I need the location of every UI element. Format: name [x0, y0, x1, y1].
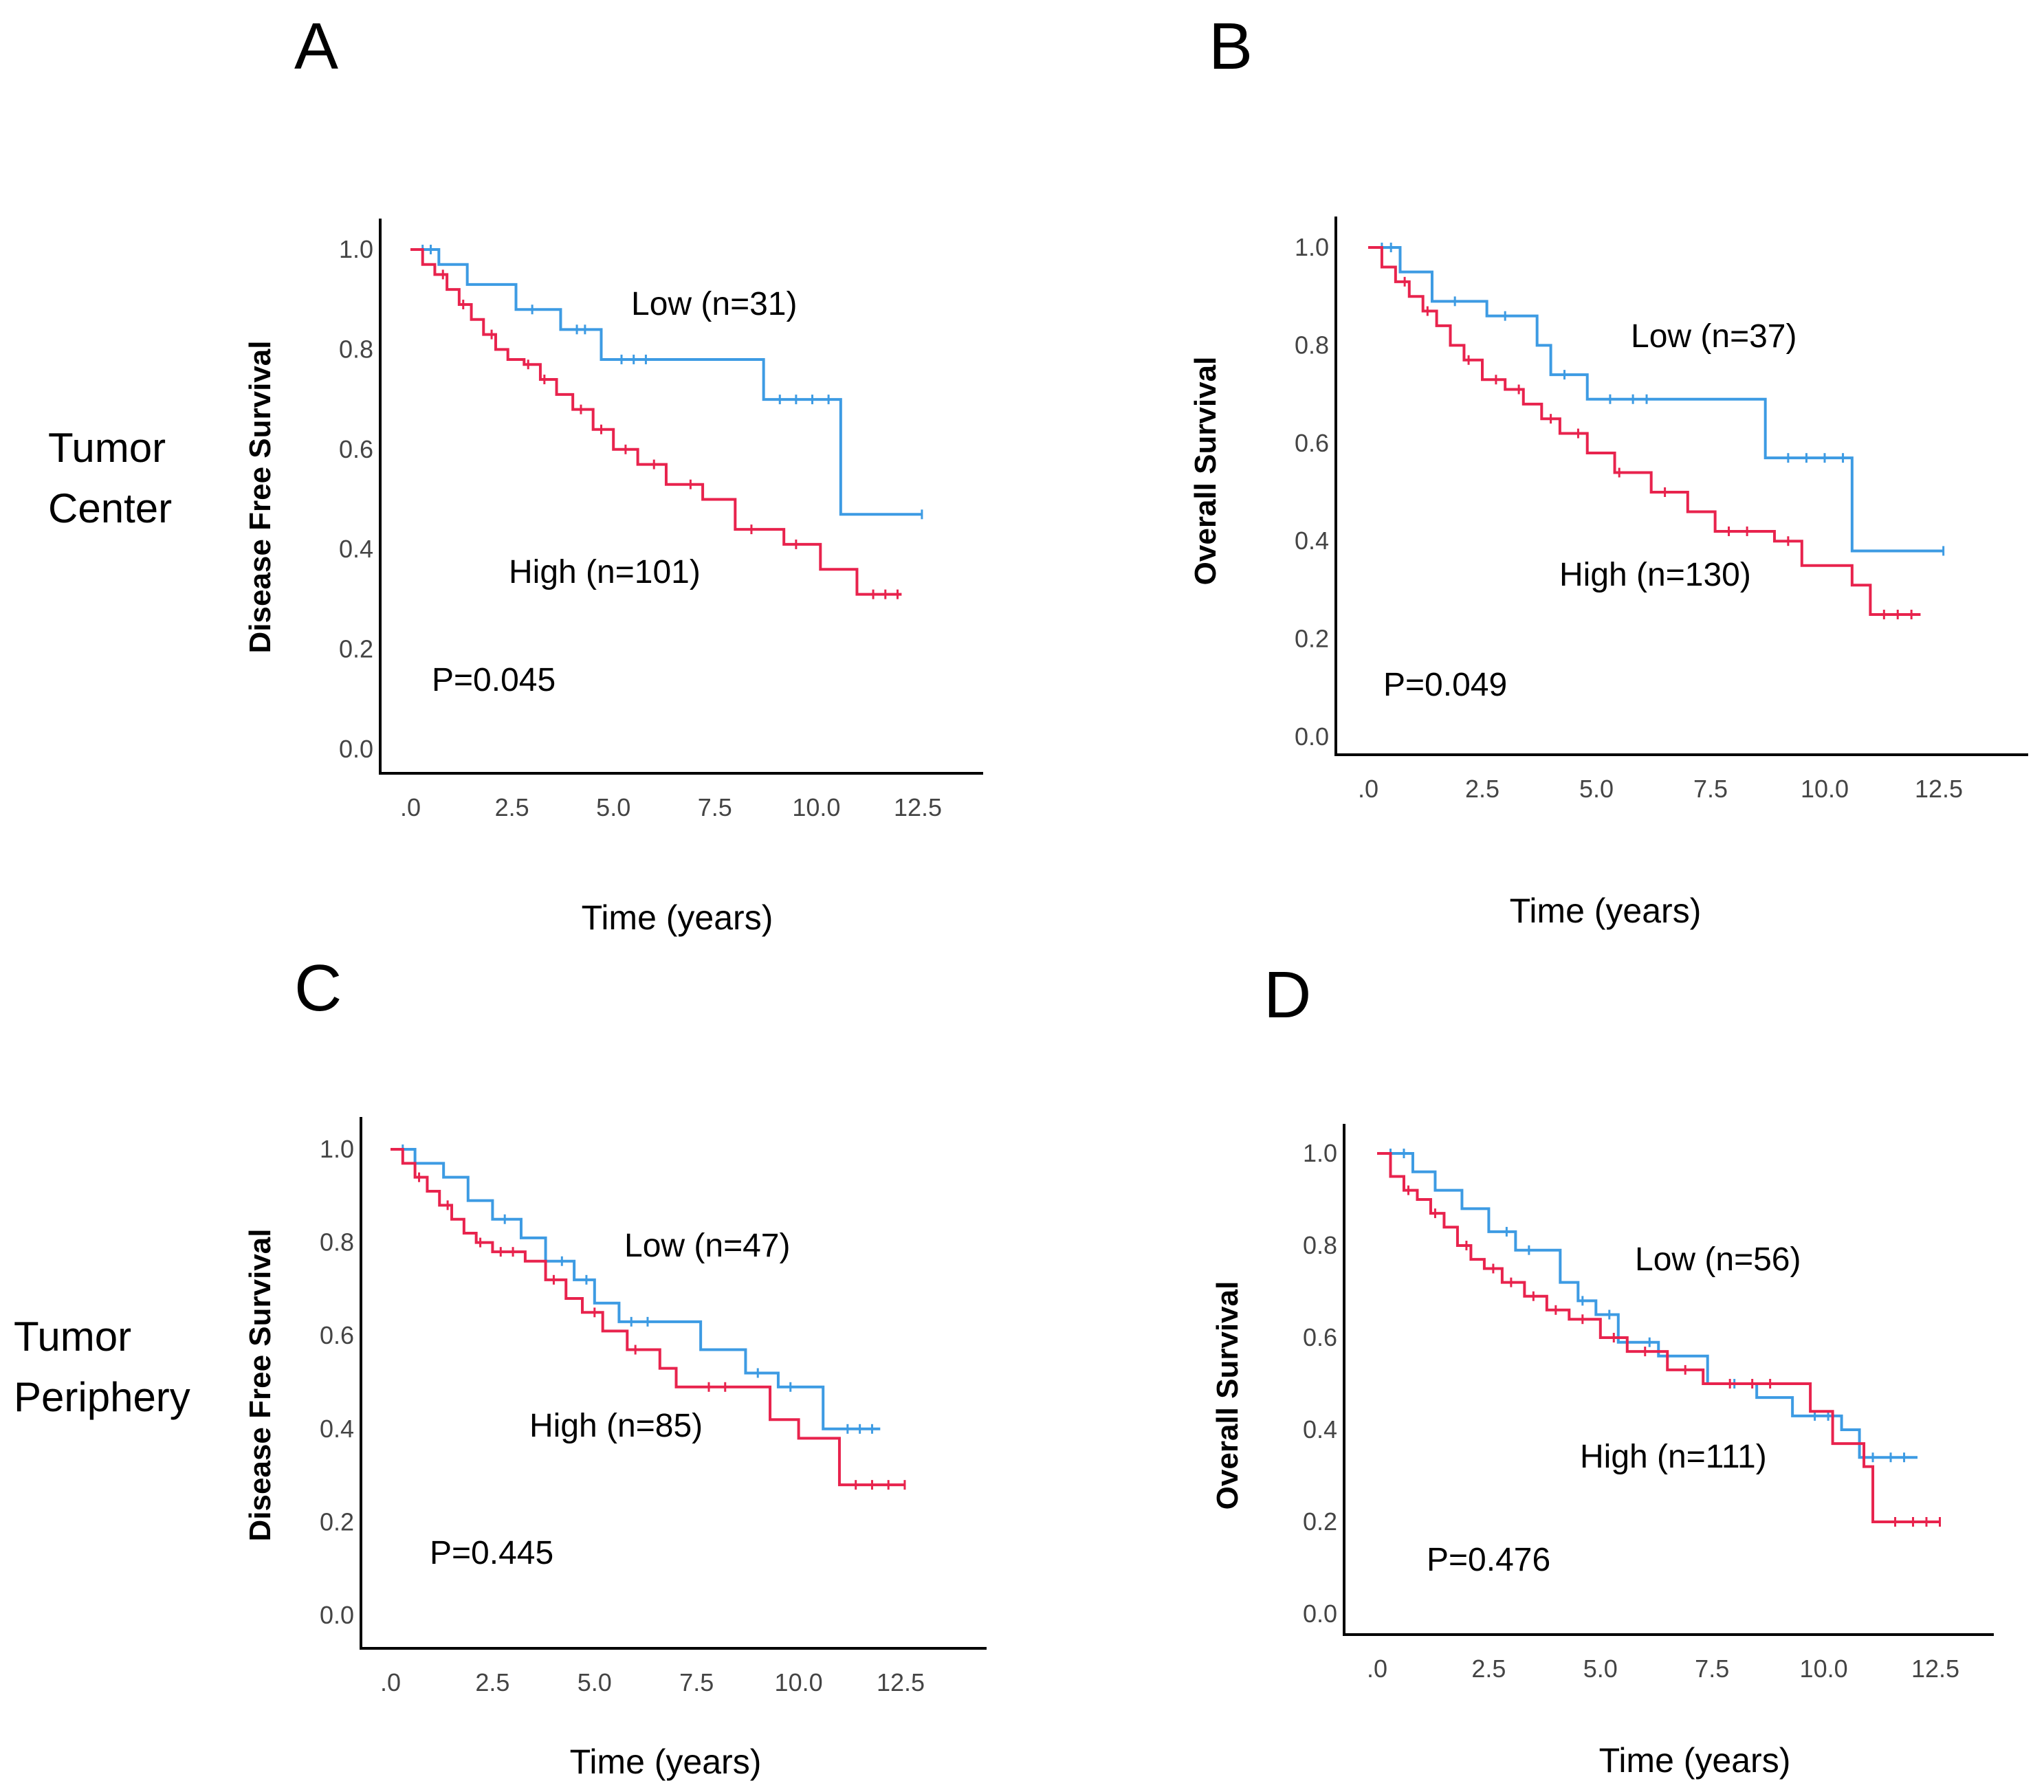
y-tick-label: 1.0 [1295, 233, 1329, 261]
x-tick-label: 12.5 [1911, 1655, 1959, 1683]
y-tick-label: 0.4 [1303, 1415, 1337, 1443]
km-curve-high [1377, 1152, 1940, 1523]
km-curve-high [1368, 246, 1921, 616]
x-tick-label: 2.5 [475, 1668, 509, 1696]
axis-frame [379, 219, 983, 775]
panel-letter: B [1209, 10, 1253, 83]
row-label-periphery: Tumor Periphery [14, 1314, 190, 1420]
panel-d: D Overall Survival Time (years) Low (n=5… [1211, 958, 1994, 1780]
y-axis-label: Disease Free Survival [243, 1229, 277, 1542]
x-tick-label: .0 [380, 1668, 401, 1696]
plot-area: 0.0 0.2 0.4 0.6 0.8 1.0 .0 2.5 5.0 7.5 10.0 12.5 [1295, 217, 2028, 803]
y-tick-label: 0.2 [320, 1507, 354, 1536]
axis-frame [1343, 1124, 1994, 1636]
y-tick-label: 0.8 [1303, 1231, 1337, 1259]
x-tick-label: .0 [1367, 1655, 1387, 1683]
y-tick-label: 0.8 [1295, 331, 1329, 359]
y-tick-label: 0.6 [339, 435, 373, 463]
panel-letter: D [1264, 958, 1311, 1032]
x-axis-label: Time (years) [570, 1743, 762, 1781]
series-label-high: High (n=130) [1559, 557, 1751, 593]
y-tick-label: 0.0 [1295, 722, 1329, 751]
y-tick-label: 1.0 [1303, 1139, 1337, 1167]
y-tick-label: 0.4 [339, 535, 373, 563]
x-tick-label: 10.0 [1801, 775, 1849, 803]
x-tick-label: 5.0 [578, 1668, 612, 1696]
series-label-low: Low (n=47) [624, 1228, 790, 1264]
row-label-center-line1: Tumor [48, 425, 166, 471]
plot-area: 0.0 0.2 0.4 0.6 0.8 1.0 .0 2.5 5.0 7.5 10.0 12.5 [1303, 1124, 1994, 1683]
x-tick-label: 2.5 [1471, 1655, 1506, 1683]
series-label-high: High (n=85) [529, 1408, 703, 1444]
y-tick-label: 0.4 [1295, 527, 1329, 555]
row-label-center: Tumor Center [48, 425, 172, 531]
series-label-high: High (n=101) [509, 554, 701, 590]
panel-letter: C [294, 951, 342, 1025]
x-tick-label: .0 [1358, 775, 1378, 803]
series-label-low: Low (n=37) [1631, 318, 1796, 355]
y-tick-label: 0.0 [320, 1601, 354, 1629]
p-value: P=0.476 [1427, 1542, 1550, 1578]
x-axis-label: Time (years) [582, 898, 773, 937]
x-axis-label: Time (years) [1599, 1741, 1791, 1780]
y-axis-label: Overall Survival [1189, 357, 1222, 586]
y-tick-label: 0.6 [320, 1321, 354, 1349]
x-tick-label: 2.5 [1465, 775, 1499, 803]
row-label-center-line2: Center [48, 485, 172, 531]
x-tick-label: 10.0 [792, 793, 840, 821]
x-axis-label: Time (years) [1510, 892, 1702, 930]
y-tick-label: 0.6 [1303, 1323, 1337, 1351]
km-curve-low [410, 248, 922, 516]
km-curve-high [410, 248, 902, 596]
y-axis-label: Overall Survival [1211, 1281, 1244, 1510]
km-curve-low [391, 1148, 881, 1430]
axis-frame [360, 1117, 987, 1650]
p-value: P=0.049 [1383, 667, 1507, 703]
x-tick-label: 7.5 [1693, 775, 1728, 803]
km-curve-low [1377, 1152, 1918, 1459]
y-axis-label: Disease Free Survival [243, 341, 277, 654]
km-curve-low [1368, 246, 1944, 553]
panel-b: B Overall Survival Time (years) Low (n=3… [1189, 10, 2028, 930]
x-tick-label: 2.5 [495, 793, 529, 821]
x-tick-label: 10.0 [775, 1668, 823, 1696]
x-tick-label: 12.5 [877, 1668, 925, 1696]
x-tick-label: 5.0 [1583, 1655, 1618, 1683]
y-tick-label: 1.0 [320, 1135, 354, 1163]
y-tick-label: 0.0 [339, 735, 373, 763]
x-tick-label: 7.5 [679, 1668, 714, 1696]
km-curve-high [391, 1148, 905, 1487]
y-tick-label: 0.4 [320, 1415, 354, 1443]
x-tick-label: 5.0 [1579, 775, 1614, 803]
y-tick-label: 0.0 [1303, 1600, 1337, 1628]
x-tick-label: 7.5 [698, 793, 732, 821]
row-label-periphery-line1: Tumor [14, 1314, 131, 1360]
x-tick-label: .0 [400, 793, 421, 821]
y-tick-label: 1.0 [339, 235, 373, 263]
y-tick-label: 0.2 [1303, 1507, 1337, 1536]
p-value: P=0.045 [432, 662, 556, 698]
y-tick-label: 0.2 [339, 635, 373, 663]
x-tick-label: 10.0 [1800, 1655, 1848, 1683]
x-tick-label: 12.5 [1915, 775, 1963, 803]
panel-a: A Disease Free Survival Time (years) Low… [243, 10, 983, 937]
x-tick-label: 5.0 [596, 793, 630, 821]
series-label-low: Low (n=56) [1635, 1241, 1801, 1278]
panel-c: C Disease Free Survival Time (years) Low… [243, 951, 987, 1781]
y-tick-label: 0.8 [339, 335, 373, 363]
x-tick-label: 12.5 [894, 793, 942, 821]
series-label-high: High (n=111) [1580, 1439, 1767, 1475]
row-label-periphery-line2: Periphery [14, 1374, 190, 1420]
x-tick-label: 7.5 [1695, 1655, 1729, 1683]
p-value: P=0.445 [430, 1535, 553, 1571]
axis-frame [1334, 217, 2028, 756]
panel-letter: A [294, 10, 338, 83]
plot-area: 0.0 0.2 0.4 0.6 0.8 1.0 .0 2.5 5.0 7.5 10.0 12.5 [339, 219, 983, 821]
y-tick-label: 0.8 [320, 1228, 354, 1257]
series-label-low: Low (n=31) [631, 286, 797, 322]
y-tick-label: 0.2 [1295, 625, 1329, 653]
y-tick-label: 0.6 [1295, 429, 1329, 457]
plot-area: 0.0 0.2 0.4 0.6 0.8 1.0 .0 2.5 5.0 7.5 10.0 12.5 [320, 1117, 987, 1696]
